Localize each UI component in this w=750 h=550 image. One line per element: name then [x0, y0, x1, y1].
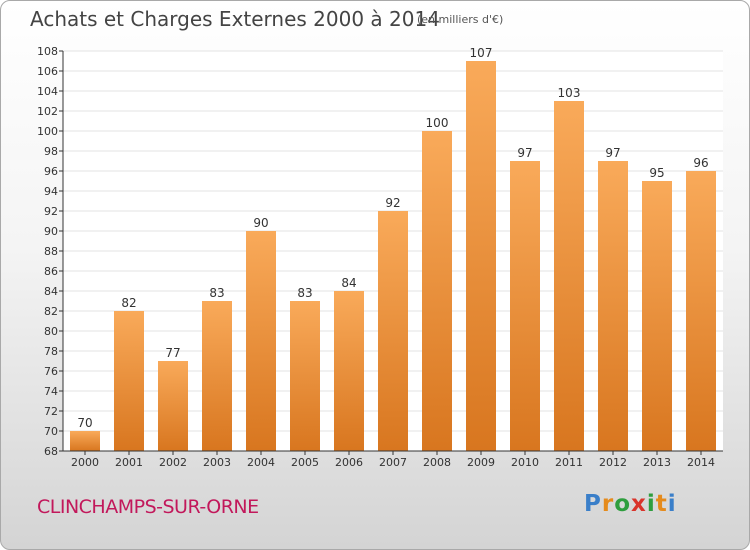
y-tick-label: 68	[44, 445, 58, 458]
y-tick-label: 92	[44, 205, 58, 218]
bar	[554, 101, 584, 451]
brand-letter: r	[601, 491, 615, 517]
y-tick-label: 86	[44, 265, 58, 278]
proxiti-logo[interactable]: Proxiti	[584, 491, 677, 517]
y-tick-label: 70	[44, 425, 58, 438]
y-tick-label: 98	[44, 145, 58, 158]
x-tick-label: 2003	[203, 456, 231, 469]
x-tick-label: 2004	[247, 456, 275, 469]
y-tick-label: 90	[44, 225, 58, 238]
bar	[466, 61, 496, 451]
y-tick-label: 106	[37, 65, 58, 78]
x-tick-label: 2001	[115, 456, 143, 469]
x-tick-label: 2007	[379, 456, 407, 469]
y-tick-label: 78	[44, 345, 58, 358]
x-tick-label: 2006	[335, 456, 363, 469]
x-tick-label: 2014	[687, 456, 715, 469]
bar-value-label: 90	[253, 216, 268, 230]
bar	[642, 181, 672, 451]
bar	[158, 361, 188, 451]
bar-value-label: 70	[77, 416, 92, 430]
x-tick-label: 2009	[467, 456, 495, 469]
bar-value-label: 97	[605, 146, 620, 160]
bar-value-label: 107	[470, 46, 493, 60]
bar-value-label: 100	[426, 116, 449, 130]
brand-letter: t	[655, 491, 668, 517]
bar	[598, 161, 628, 451]
bar-value-label: 82	[121, 296, 136, 310]
brand-letter: o	[614, 491, 632, 517]
x-tick-label: 2012	[599, 456, 627, 469]
x-tick-label: 2008	[423, 456, 451, 469]
y-tick-label: 76	[44, 365, 58, 378]
bar	[422, 131, 452, 451]
bar	[510, 161, 540, 451]
bar-value-label: 95	[649, 166, 664, 180]
bar	[334, 291, 364, 451]
x-tick-label: 2013	[643, 456, 671, 469]
bar	[114, 311, 144, 451]
brand-letter: i	[646, 491, 656, 517]
y-tick-label: 84	[44, 285, 58, 298]
commune-name: CLINCHAMPS-SUR-ORNE	[37, 496, 259, 518]
bar	[686, 171, 716, 451]
y-tick-label: 102	[37, 105, 58, 118]
y-tick-label: 94	[44, 185, 58, 198]
bar-value-label: 97	[517, 146, 532, 160]
y-tick-label: 82	[44, 305, 58, 318]
bar-value-label: 84	[341, 276, 356, 290]
bar-value-label: 83	[209, 286, 224, 300]
chart-title: Achats et Charges Externes 2000 à 2014	[30, 7, 440, 31]
bar	[290, 301, 320, 451]
y-tick-label: 100	[37, 125, 58, 138]
bar-value-label: 96	[693, 156, 708, 170]
brand-letter: x	[631, 491, 647, 517]
y-tick-label: 108	[37, 45, 58, 58]
y-tick-label: 96	[44, 165, 58, 178]
x-tick-label: 2010	[511, 456, 539, 469]
brand-letter: P	[584, 491, 602, 517]
bar	[70, 431, 100, 451]
y-tick-label: 74	[44, 385, 58, 398]
bar	[246, 231, 276, 451]
brand-letter: i	[667, 491, 677, 517]
chart-unit: (en milliers d'€)	[417, 13, 504, 26]
x-tick-label: 2005	[291, 456, 319, 469]
bar	[378, 211, 408, 451]
x-tick-label: 2002	[159, 456, 187, 469]
bar	[202, 301, 232, 451]
x-tick-label: 2000	[71, 456, 99, 469]
y-tick-label: 80	[44, 325, 58, 338]
bar-value-label: 83	[297, 286, 312, 300]
y-tick-label: 104	[37, 85, 58, 98]
bar-value-label: 77	[165, 346, 180, 360]
x-tick-label: 2011	[555, 456, 583, 469]
y-tick-label: 88	[44, 245, 58, 258]
y-tick-label: 72	[44, 405, 58, 418]
bar-value-label: 103	[558, 86, 581, 100]
bar-value-label: 92	[385, 196, 400, 210]
